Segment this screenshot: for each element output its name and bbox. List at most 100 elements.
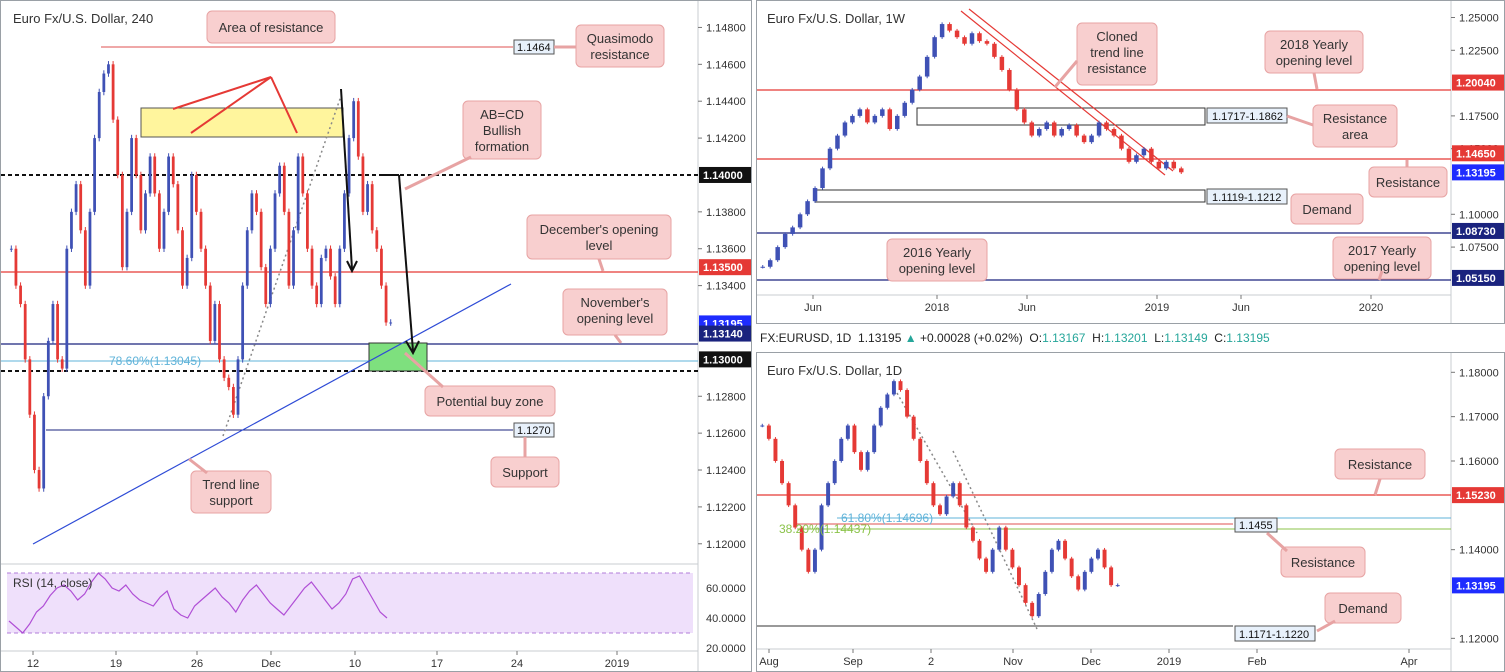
candle-body [134, 138, 138, 175]
candle-body [204, 248, 208, 286]
candle-body [835, 135, 840, 149]
candle-body [760, 266, 765, 268]
y-tick-label: 1.18000 [1459, 367, 1499, 379]
x-tick-label: Dec [261, 658, 281, 670]
x-tick-label: Nov [1003, 656, 1023, 668]
chart-1d[interactable]: Euro Fx/U.S. Dollar, 1D 1.180001.170001.… [757, 353, 1504, 671]
chart-1w[interactable]: Euro Fx/U.S. Dollar, 1W 1.25000 1.22500 1.… [757, 1, 1504, 323]
candle-body [1119, 135, 1124, 149]
candle-body [181, 230, 184, 286]
candle-body [83, 230, 87, 286]
candle-body [917, 76, 922, 90]
price-tag-label: 1.20040 [1456, 78, 1496, 90]
chart-1w-panel[interactable]: Euro Fx/U.S. Dollar, 1W 1.25000 1.22500 1.… [756, 0, 1505, 324]
price-tag [699, 351, 751, 368]
candle-body [997, 527, 1002, 550]
candle-body [1089, 135, 1094, 143]
callout-buy-zone: Potential buy zone [403, 351, 556, 417]
y-tick-label: 1.12000 [1459, 633, 1499, 645]
candle-body [1030, 602, 1035, 617]
callout-resistance: Resistance [1368, 160, 1448, 198]
candle-body [380, 248, 383, 286]
candle-body [891, 381, 896, 395]
candle-body [116, 119, 120, 175]
x-tick-label: 24 [511, 658, 523, 670]
y-tick-label: 1.14800 [706, 22, 746, 34]
chart-1d-panel[interactable]: Euro Fx/U.S. Dollar, 1D 1.18000 1.17000 1.… [756, 352, 1505, 672]
candle-body [786, 483, 791, 506]
candle-body [1076, 576, 1081, 590]
callout-resistance-1d: Resistance [1265, 531, 1366, 578]
candle-body [185, 257, 189, 286]
candle-body [827, 148, 833, 169]
candle-body [1051, 122, 1057, 136]
y-tick-label: 1.14200 [706, 133, 746, 145]
candle-body [964, 505, 969, 528]
cloned-trend-2 [968, 8, 1174, 172]
abcd-dotted [222, 95, 342, 437]
price-tags-1w: 1.20040 1.14650 1.13195 1.08730 1.05150 [1452, 74, 1504, 286]
resistance-area-zone [916, 107, 1206, 126]
candle-body [782, 233, 788, 248]
candle-body [333, 276, 337, 305]
price-tag-label: 1.05150 [1456, 273, 1496, 285]
candle-body [389, 322, 393, 324]
candle-body [767, 260, 773, 267]
price-tag-label: 1.13140 [703, 329, 743, 341]
candle-body [93, 138, 96, 212]
low-label: L: [1154, 331, 1165, 345]
candle-body [250, 193, 254, 231]
callout-support: Support [490, 437, 560, 488]
candle-body [797, 214, 803, 228]
candle-body [895, 115, 900, 130]
candle-body [310, 248, 314, 286]
x-tick-label: 2019 [1157, 656, 1181, 668]
candle-body [125, 211, 129, 268]
fib-382-label: 38.20%(1.14437) [779, 522, 871, 536]
close-value: 1.13195 [1226, 331, 1270, 345]
candle-body [954, 30, 960, 38]
candle-body [842, 122, 848, 136]
svg-text:Potential buy zone: Potential buy zone [437, 394, 544, 409]
up-triangle-icon: ▲ [904, 331, 917, 345]
open-label: O: [1029, 331, 1043, 345]
candle-body [1164, 161, 1169, 169]
candle-body [222, 359, 226, 378]
candle-body [1023, 585, 1028, 603]
candle-body [865, 109, 870, 123]
candle-body [324, 248, 328, 258]
buy-zone [368, 342, 428, 372]
candle-body [255, 193, 258, 212]
chart-4h[interactable]: Euro Fx/U.S. Dollar, 240 [1, 1, 751, 671]
candle-body [361, 156, 365, 212]
rsi-tick-label: 40.0000 [706, 613, 746, 625]
price-change: +0.00028 (+0.02%) [920, 331, 1023, 345]
candle-body [805, 201, 810, 215]
candle-body [852, 425, 857, 453]
candle-body [766, 425, 771, 439]
y-tick-label: 1.14400 [706, 96, 746, 108]
rsi-label: RSI (14, close) [13, 576, 92, 590]
candle-body [780, 460, 785, 484]
demand-1d-value-box [1234, 625, 1316, 642]
x-tick-label: 2019 [1145, 302, 1169, 314]
candle-body [88, 211, 92, 286]
y-axis-1d: 1.18000 1.17000 1.16000 1.14000 1.12000 [1451, 367, 1499, 645]
y-tick-label: 1.13800 [706, 207, 746, 219]
high-value: 1.13201 [1104, 331, 1148, 345]
x-tick-label: Apr [1400, 656, 1417, 668]
x-axis-4h: 12 19 26 Dec 10 17 24 2019 [27, 651, 629, 670]
callout-yearly-2018: 2018 Yearly opening level [1264, 30, 1364, 90]
candle-body [23, 304, 27, 360]
chart-4h-panel[interactable]: Euro Fx/U.S. Dollar, 240 [0, 0, 752, 672]
candle-body [1081, 135, 1087, 143]
callout-trend: Trend line support [188, 457, 272, 514]
svg-text:Resistance: Resistance [1291, 555, 1355, 570]
candle-body [319, 257, 323, 305]
candle-body [1036, 594, 1041, 617]
price-tag [1452, 222, 1504, 239]
candle-body [992, 43, 997, 57]
symbol-name: FX:EURUSD, 1D [760, 331, 852, 345]
candle-body [352, 101, 356, 139]
